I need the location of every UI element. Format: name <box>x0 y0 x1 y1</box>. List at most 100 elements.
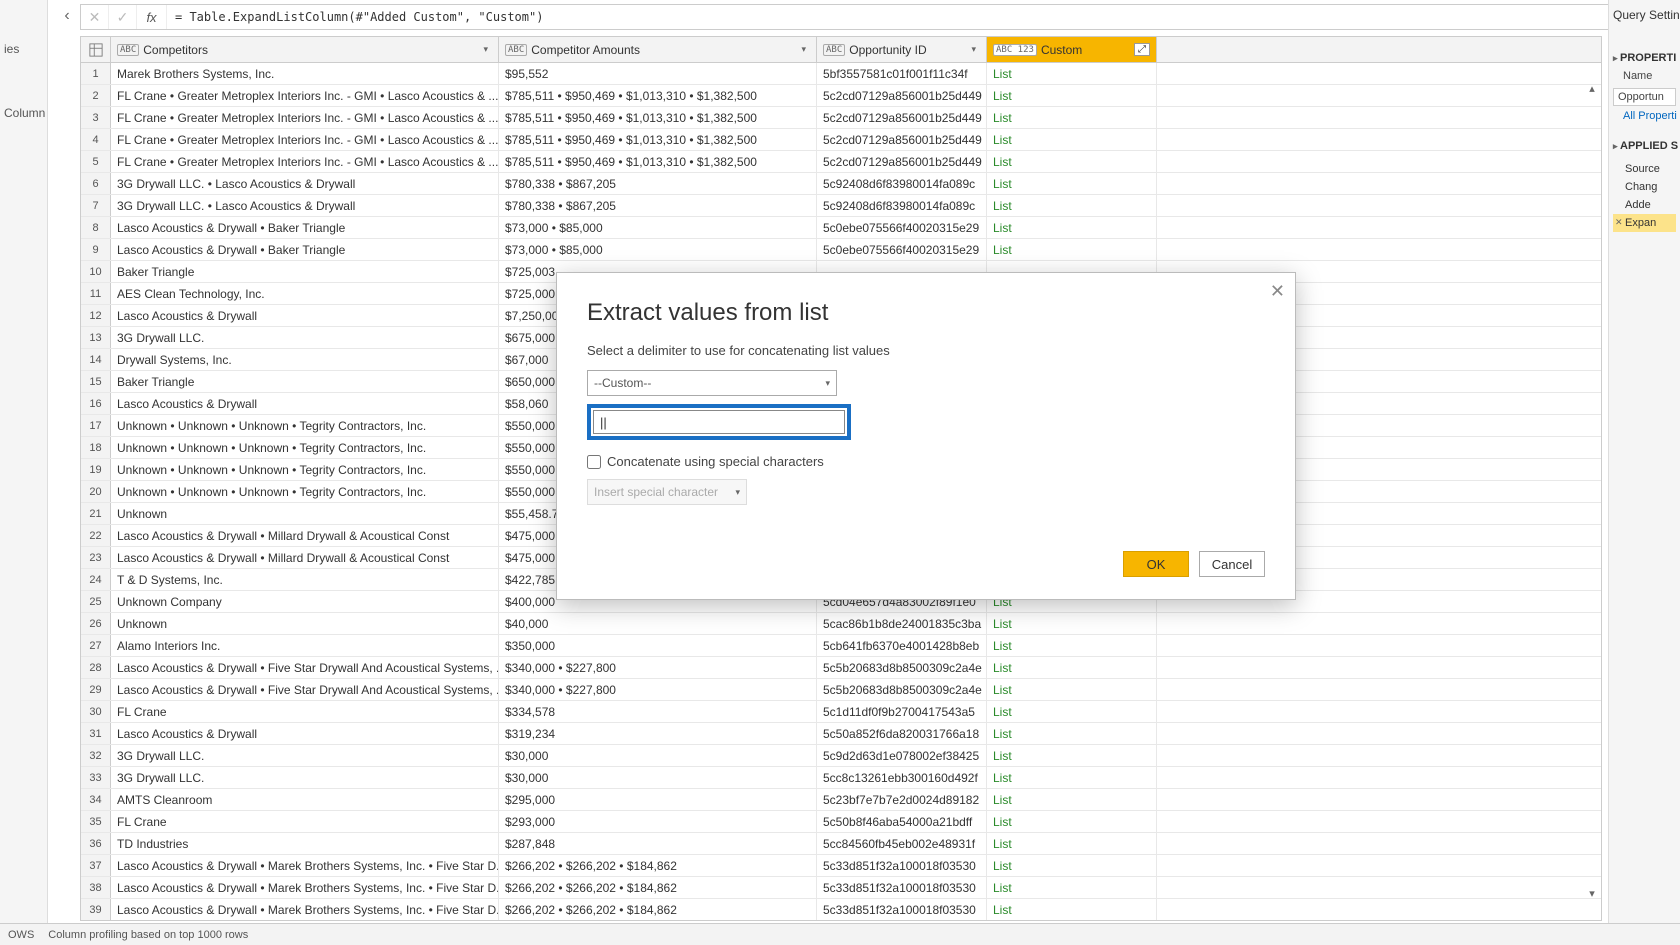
table-row[interactable]: 26Unknown$40,0005cac86b1b8de24001835c3ba… <box>81 613 1601 635</box>
table-row[interactable]: 4FL Crane • Greater Metroplex Interiors … <box>81 129 1601 151</box>
cell-competitors[interactable]: Alamo Interiors Inc. <box>111 635 499 656</box>
cell-amounts[interactable]: $73,000 • $85,000 <box>499 217 817 238</box>
cell-opportunity[interactable]: 5cc8c13261ebb300160d492f <box>817 767 987 788</box>
cell-competitors[interactable]: Lasco Acoustics & Drywall • Millard Dryw… <box>111 525 499 546</box>
cell-opportunity[interactable]: 5c50b8f46aba54000a21bdff <box>817 811 987 832</box>
cell-custom[interactable]: List <box>987 239 1157 260</box>
cell-competitors[interactable]: 3G Drywall LLC. <box>111 745 499 766</box>
scroll-up-icon[interactable]: ▴ <box>1584 80 1600 96</box>
applied-step[interactable]: Expan <box>1613 214 1676 232</box>
table-row[interactable]: 29Lasco Acoustics & Drywall • Five Star … <box>81 679 1601 701</box>
table-row[interactable]: 28Lasco Acoustics & Drywall • Five Star … <box>81 657 1601 679</box>
delimiter-select[interactable]: --Custom-- ▾ <box>587 370 837 396</box>
cell-competitors[interactable]: Unknown Company <box>111 591 499 612</box>
table-icon[interactable] <box>81 37 111 62</box>
formula-cancel-icon[interactable]: ✕ <box>81 5 109 29</box>
cell-custom[interactable]: List <box>987 217 1157 238</box>
cell-amounts[interactable]: $350,000 <box>499 635 817 656</box>
cell-competitors[interactable]: FL Crane <box>111 811 499 832</box>
cell-competitors[interactable]: 3G Drywall LLC. • Lasco Acoustics & Dryw… <box>111 173 499 194</box>
cell-competitors[interactable]: 3G Drywall LLC. • Lasco Acoustics & Dryw… <box>111 195 499 216</box>
cell-competitors[interactable]: Baker Triangle <box>111 261 499 282</box>
cell-competitors[interactable]: Lasco Acoustics & Drywall • Baker Triang… <box>111 239 499 260</box>
cell-custom[interactable]: List <box>987 107 1157 128</box>
cell-amounts[interactable]: $785,511 • $950,469 • $1,013,310 • $1,38… <box>499 85 817 106</box>
concat-special-checkbox-row[interactable]: Concatenate using special characters <box>587 454 1265 469</box>
cell-competitors[interactable]: Lasco Acoustics & Drywall • Marek Brothe… <box>111 855 499 876</box>
table-row[interactable]: 35FL Crane$293,0005c50b8f46aba54000a21bd… <box>81 811 1601 833</box>
formula-accept-icon[interactable]: ✓ <box>109 5 137 29</box>
table-row[interactable]: 36TD Industries$287,8485cc84560fb45eb002… <box>81 833 1601 855</box>
cell-competitors[interactable]: Lasco Acoustics & Drywall • Marek Brothe… <box>111 877 499 898</box>
cell-custom[interactable]: List <box>987 173 1157 194</box>
cell-amounts[interactable]: $785,511 • $950,469 • $1,013,310 • $1,38… <box>499 129 817 150</box>
table-row[interactable]: 323G Drywall LLC.$30,0005c9d2d63d1e07800… <box>81 745 1601 767</box>
cell-custom[interactable]: List <box>987 679 1157 700</box>
column-filter-icon[interactable]: ▾ <box>967 44 980 55</box>
cell-amounts[interactable]: $40,000 <box>499 613 817 634</box>
cell-opportunity[interactable]: 5cac86b1b8de24001835c3ba <box>817 613 987 634</box>
cell-competitors[interactable]: Lasco Acoustics & Drywall • Marek Brothe… <box>111 899 499 920</box>
cell-opportunity[interactable]: 5c50a852f6da820031766a18 <box>817 723 987 744</box>
cell-competitors[interactable]: Lasco Acoustics & Drywall • Five Star Dr… <box>111 679 499 700</box>
cell-opportunity[interactable]: 5c0ebe075566f40020315e29 <box>817 217 987 238</box>
nav-back-icon[interactable]: ‹ <box>55 4 79 28</box>
cell-competitors[interactable]: Unknown • Unknown • Unknown • Tegrity Co… <box>111 481 499 502</box>
column-filter-icon[interactable]: ▾ <box>479 44 492 55</box>
concat-special-checkbox[interactable] <box>587 455 601 469</box>
cell-competitors[interactable]: Lasco Acoustics & Drywall <box>111 723 499 744</box>
cell-competitors[interactable]: FL Crane • Greater Metroplex Interiors I… <box>111 107 499 128</box>
column-header-amounts[interactable]: ABC Competitor Amounts ▾ <box>499 37 817 62</box>
cell-opportunity[interactable]: 5c33d851f32a100018f03530 <box>817 877 987 898</box>
cell-amounts[interactable]: $73,000 • $85,000 <box>499 239 817 260</box>
table-row[interactable]: 63G Drywall LLC. • Lasco Acoustics & Dry… <box>81 173 1601 195</box>
cell-opportunity[interactable]: 5c2cd07129a856001b25d449 <box>817 151 987 172</box>
column-header-opportunity[interactable]: ABC Opportunity ID ▾ <box>817 37 987 62</box>
cell-amounts[interactable]: $340,000 • $227,800 <box>499 657 817 678</box>
cell-custom[interactable]: List <box>987 195 1157 216</box>
cell-custom[interactable]: List <box>987 745 1157 766</box>
cell-opportunity[interactable]: 5c5b20683d8b8500309c2a4e <box>817 679 987 700</box>
cell-competitors[interactable]: Lasco Acoustics & Drywall <box>111 305 499 326</box>
cell-opportunity[interactable]: 5cb641fb6370e4001428b8eb <box>817 635 987 656</box>
ok-button[interactable]: OK <box>1123 551 1189 577</box>
cell-amounts[interactable]: $785,511 • $950,469 • $1,013,310 • $1,38… <box>499 107 817 128</box>
cell-opportunity[interactable]: 5c2cd07129a856001b25d449 <box>817 129 987 150</box>
cell-amounts[interactable]: $30,000 <box>499 767 817 788</box>
cell-custom[interactable]: List <box>987 151 1157 172</box>
cell-competitors[interactable]: Unknown • Unknown • Unknown • Tegrity Co… <box>111 437 499 458</box>
cell-competitors[interactable]: Baker Triangle <box>111 371 499 392</box>
cell-amounts[interactable]: $30,000 <box>499 745 817 766</box>
cell-amounts[interactable]: $334,578 <box>499 701 817 722</box>
cell-opportunity[interactable]: 5bf3557581c01f001f11c34f <box>817 63 987 84</box>
cell-amounts[interactable]: $266,202 • $266,202 • $184,862 <box>499 855 817 876</box>
cell-competitors[interactable]: 3G Drywall LLC. <box>111 767 499 788</box>
cell-competitors[interactable]: FL Crane • Greater Metroplex Interiors I… <box>111 151 499 172</box>
cell-custom[interactable]: List <box>987 613 1157 634</box>
cell-custom[interactable]: List <box>987 63 1157 84</box>
cell-amounts[interactable]: $295,000 <box>499 789 817 810</box>
cell-custom[interactable]: List <box>987 855 1157 876</box>
name-value[interactable]: Opportun <box>1613 88 1676 106</box>
cell-competitors[interactable]: FL Crane <box>111 701 499 722</box>
cell-custom[interactable]: List <box>987 701 1157 722</box>
cell-amounts[interactable]: $319,234 <box>499 723 817 744</box>
table-row[interactable]: 8Lasco Acoustics & Drywall • Baker Trian… <box>81 217 1601 239</box>
cell-amounts[interactable]: $293,000 <box>499 811 817 832</box>
cancel-button[interactable]: Cancel <box>1199 551 1265 577</box>
column-header-competitors[interactable]: ABC Competitors ▾ <box>111 37 499 62</box>
cell-custom[interactable]: List <box>987 877 1157 898</box>
table-row[interactable]: 34AMTS Cleanroom$295,0005c23bf7e7b7e2d00… <box>81 789 1601 811</box>
scroll-down-icon[interactable]: ▾ <box>1584 885 1600 901</box>
table-row[interactable]: 73G Drywall LLC. • Lasco Acoustics & Dry… <box>81 195 1601 217</box>
cell-opportunity[interactable]: 5c2cd07129a856001b25d449 <box>817 85 987 106</box>
applied-step[interactable]: Chang <box>1613 178 1676 196</box>
cell-custom[interactable]: List <box>987 899 1157 920</box>
cell-competitors[interactable]: FL Crane • Greater Metroplex Interiors I… <box>111 85 499 106</box>
cell-opportunity[interactable]: 5c9d2d63d1e078002ef38425 <box>817 745 987 766</box>
cell-competitors[interactable]: Unknown <box>111 613 499 634</box>
cell-opportunity[interactable]: 5c92408d6f83980014fa089c <box>817 173 987 194</box>
formula-text[interactable]: = Table.ExpandListColumn(#"Added Custom"… <box>167 10 1635 24</box>
cell-custom[interactable]: List <box>987 85 1157 106</box>
cell-competitors[interactable]: Lasco Acoustics & Drywall <box>111 393 499 414</box>
